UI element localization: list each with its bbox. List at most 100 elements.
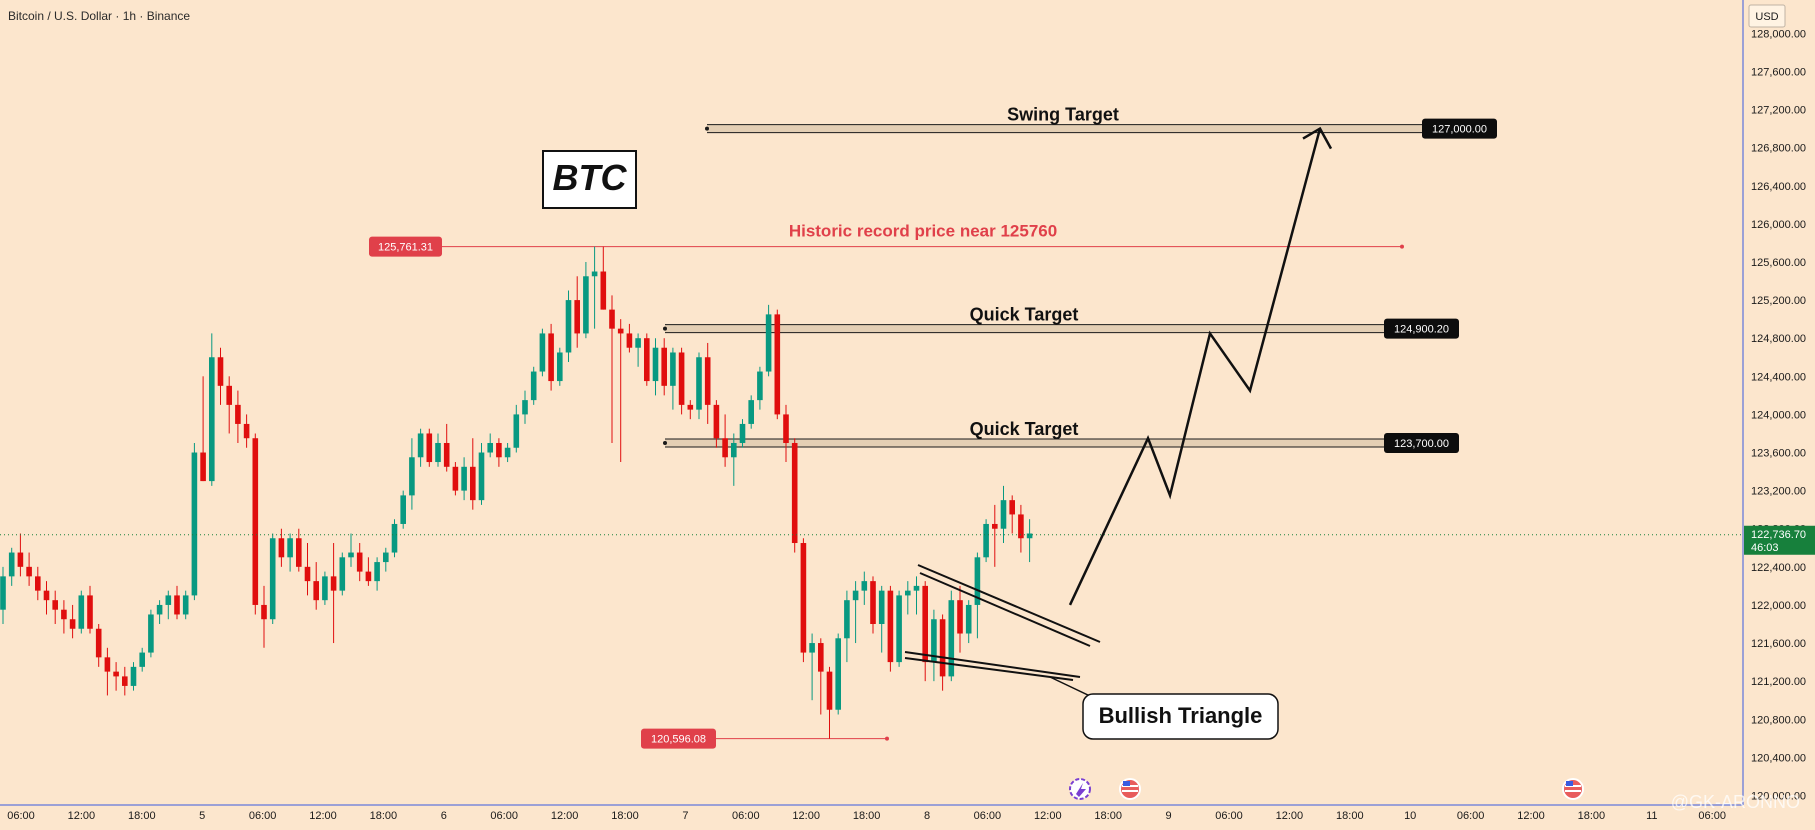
candle-body bbox=[113, 671, 119, 677]
candle bbox=[339, 552, 346, 596]
candle-body bbox=[165, 595, 172, 605]
candle bbox=[26, 552, 32, 586]
candle bbox=[43, 581, 50, 615]
price-scale[interactable]: USD 128,000.00 127,600.00 127,200.00 126,80… bbox=[1742, 0, 1815, 805]
time-tick-label: 12:00 bbox=[309, 810, 337, 822]
target-level[interactable]: Swing Target 127,000.00 bbox=[705, 105, 1497, 139]
level-band bbox=[707, 124, 1422, 133]
triangle-lower-line-2 bbox=[904, 657, 1074, 681]
time-tick-label: 12:00 bbox=[68, 810, 96, 822]
candle bbox=[548, 323, 554, 391]
candle-body bbox=[374, 562, 380, 582]
ticker-box-text: BTC bbox=[553, 157, 628, 198]
candle-body bbox=[330, 576, 337, 591]
time-tick-label: 7 bbox=[682, 810, 688, 822]
callout-text: Bullish Triangle bbox=[1099, 703, 1263, 728]
candle-body bbox=[383, 552, 389, 563]
price-tick-label: 122,000.00 bbox=[1751, 600, 1806, 612]
candle bbox=[478, 442, 485, 505]
candle bbox=[156, 600, 163, 624]
candle-body bbox=[878, 590, 885, 624]
candle-body bbox=[313, 581, 319, 601]
candle bbox=[470, 438, 476, 510]
candle-body bbox=[974, 557, 981, 605]
candle-body bbox=[835, 638, 841, 710]
level-price-label: 124,900.20 bbox=[1394, 324, 1449, 336]
candle-body bbox=[948, 600, 955, 677]
candle-body bbox=[992, 523, 998, 529]
candle-body bbox=[783, 414, 789, 443]
candle-body bbox=[852, 590, 859, 601]
candle-body bbox=[844, 600, 850, 639]
candle-body bbox=[1009, 500, 1015, 515]
candle-body bbox=[931, 619, 937, 663]
time-tick-label: 12:00 bbox=[1517, 810, 1545, 822]
candle-body bbox=[435, 442, 441, 463]
candle bbox=[35, 566, 41, 601]
candle-body bbox=[896, 595, 902, 663]
level-anchor bbox=[663, 440, 667, 445]
record-high-level[interactable]: 125,761.31 Historic record price near 125… bbox=[369, 222, 1404, 257]
candle-body bbox=[78, 595, 85, 629]
time-tick-label: 11 bbox=[1646, 810, 1657, 822]
candle-body bbox=[739, 423, 746, 443]
level-price-label: 127,000.00 bbox=[1432, 124, 1487, 136]
candle-body bbox=[496, 442, 502, 458]
candle bbox=[931, 609, 937, 682]
candle bbox=[522, 390, 528, 424]
recent-low-level[interactable]: 120,596.08 bbox=[641, 728, 889, 749]
candle bbox=[383, 547, 389, 572]
candle-body bbox=[522, 400, 528, 415]
current-price-badge bbox=[1744, 525, 1815, 555]
candle bbox=[78, 590, 85, 634]
candle-body bbox=[8, 552, 15, 577]
level-annotation: Swing Target bbox=[1007, 105, 1119, 125]
candle-body bbox=[905, 590, 911, 596]
watermark: @GK-ARONNO bbox=[1671, 792, 1800, 812]
candle bbox=[591, 246, 598, 329]
candle bbox=[269, 533, 276, 624]
us-flag-icon[interactable] bbox=[1119, 778, 1141, 800]
time-tick-label: 18:00 bbox=[853, 810, 881, 822]
target-level[interactable]: Quick Target 124,900.20 bbox=[663, 305, 1459, 339]
candle bbox=[574, 276, 580, 348]
candle-body bbox=[443, 442, 450, 467]
time-tick-label: 5 bbox=[199, 810, 205, 822]
triangle-pattern[interactable] bbox=[904, 564, 1101, 681]
us-flag-icon[interactable] bbox=[1562, 778, 1584, 800]
price-tick-label: 124,000.00 bbox=[1751, 409, 1806, 421]
candle-body bbox=[252, 438, 259, 605]
projection-arrow[interactable] bbox=[1068, 126, 1333, 606]
time-axis[interactable]: 06:00 12:00 18:00 5 06:00 12:00 18:00 6 06:00 12:… bbox=[0, 804, 1815, 830]
candle bbox=[696, 352, 702, 420]
event-icon-1[interactable] bbox=[1069, 778, 1091, 800]
candle-body bbox=[965, 604, 972, 634]
candle-body bbox=[87, 595, 93, 629]
countdown-value: 46:03 bbox=[1751, 542, 1779, 554]
candle bbox=[304, 543, 311, 596]
candle-body bbox=[617, 328, 624, 334]
pattern-callout[interactable]: Bullish Triangle bbox=[1049, 676, 1279, 740]
candle bbox=[722, 414, 728, 467]
candle bbox=[565, 290, 572, 363]
candle bbox=[235, 390, 241, 443]
price-tick-label: 125,200.00 bbox=[1751, 295, 1806, 307]
candle bbox=[296, 528, 302, 572]
candle bbox=[504, 442, 511, 463]
time-tick-label: 18:00 bbox=[128, 810, 156, 822]
candle bbox=[487, 433, 493, 458]
candle bbox=[278, 528, 285, 567]
price-tick-label: 127,600.00 bbox=[1751, 66, 1806, 78]
candle bbox=[974, 552, 981, 639]
candle bbox=[496, 438, 502, 467]
candle bbox=[435, 433, 441, 467]
price-tick-label: 120,800.00 bbox=[1751, 714, 1806, 726]
time-tick-label: 18:00 bbox=[1094, 810, 1122, 822]
currency-badge[interactable] bbox=[1748, 4, 1786, 28]
candle bbox=[374, 557, 380, 591]
candle-body bbox=[426, 433, 433, 463]
candle-body bbox=[269, 538, 276, 620]
candle-body bbox=[356, 552, 363, 572]
